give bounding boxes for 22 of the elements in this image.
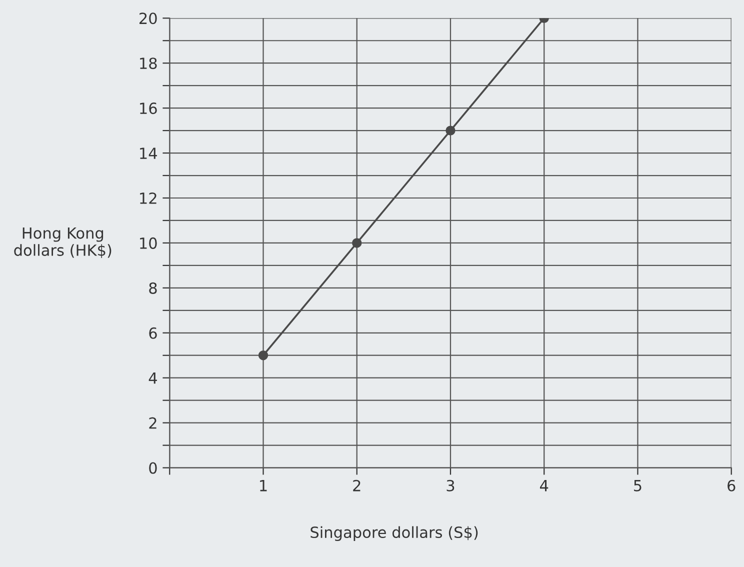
y-tick-label: 8 — [149, 282, 157, 294]
point — [352, 238, 362, 248]
y-tick-label: 10 — [140, 237, 157, 249]
y-tick-label: 14 — [140, 148, 157, 159]
y-tick-label: 0 — [149, 462, 157, 474]
x-tick-label: 2 — [353, 480, 360, 492]
point — [446, 126, 456, 136]
y-tick-label: 16 — [140, 102, 157, 114]
y-tick-label: 6 — [149, 327, 157, 339]
x-tick-label: 4 — [540, 480, 548, 492]
y-tick-label: 20 — [140, 12, 157, 24]
x-tick-label: 3 — [446, 480, 454, 492]
y-tick-label: 4 — [148, 372, 157, 384]
x-tick-label: 6 — [728, 480, 736, 492]
y-tick-label: 12 — [140, 192, 156, 204]
y-tick-label: 2 — [149, 417, 156, 429]
y-axis-title: Hong Kong dollars (HK$) — [14, 227, 112, 258]
point — [258, 350, 268, 360]
x-axis-title: Singapore dollars (S$) — [310, 526, 478, 542]
y-tick-label: 18 — [140, 58, 157, 70]
x-tick-label: 1 — [260, 480, 267, 492]
x-tick-label: 5 — [634, 480, 642, 492]
